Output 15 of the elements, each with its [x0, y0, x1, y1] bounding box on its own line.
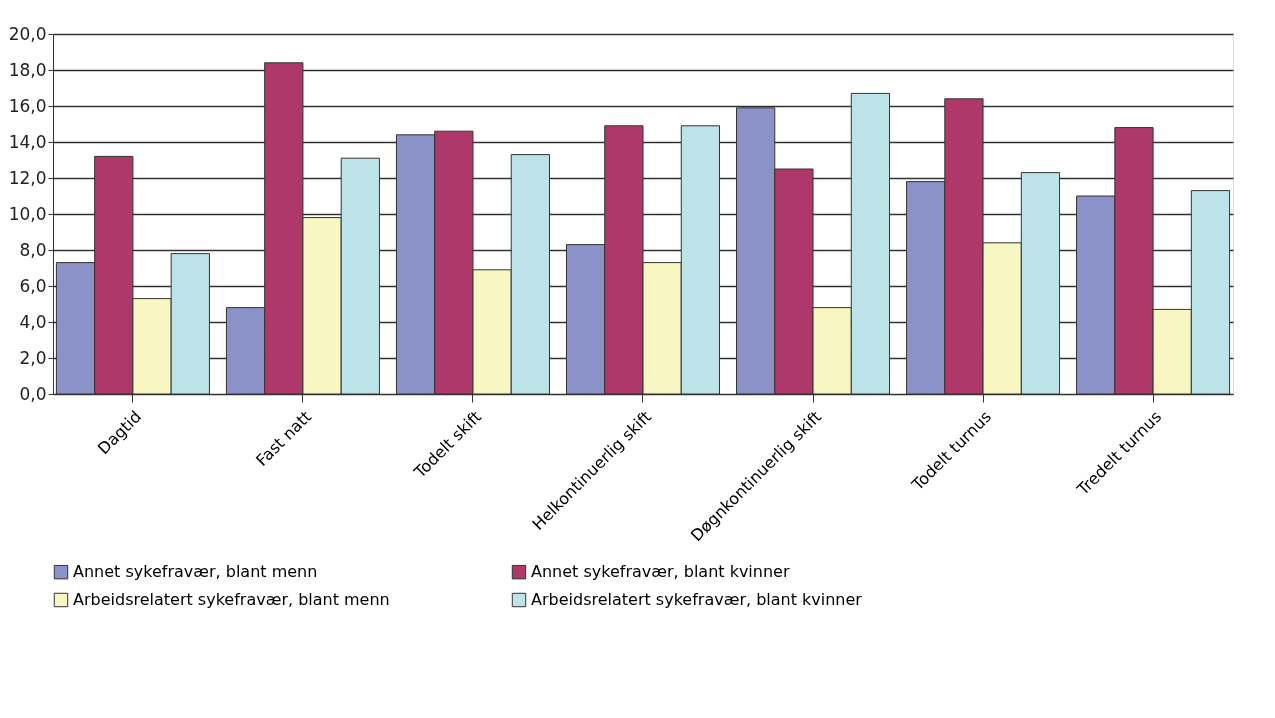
- y-tick-label: 0,0: [19, 383, 47, 404]
- y-tick-label: 10,0: [8, 203, 47, 224]
- y-tick-label: 8,0: [19, 239, 47, 260]
- y-tick-label: 2,0: [19, 347, 47, 368]
- y-tick-label: 6,0: [19, 275, 47, 296]
- legend-label: Annet sykefravær, blant menn: [73, 562, 318, 582]
- y-tick-label: 14,0: [8, 131, 47, 152]
- y-tick-label: 12,0: [8, 167, 47, 188]
- legend-label: Arbeidsrelatert sykefravær, blant kvinner: [531, 590, 863, 609]
- y-tick-label: 4,0: [19, 311, 47, 332]
- y-tick-label: 16,0: [8, 95, 47, 116]
- y-tick-label: 20,0: [8, 23, 47, 44]
- legend-label: Annet sykefravær, blant kvinner: [531, 562, 790, 582]
- legend-label: Arbeidsrelatert sykefravær, blant menn: [73, 590, 390, 609]
- y-tick-label: 18,0: [8, 59, 47, 80]
